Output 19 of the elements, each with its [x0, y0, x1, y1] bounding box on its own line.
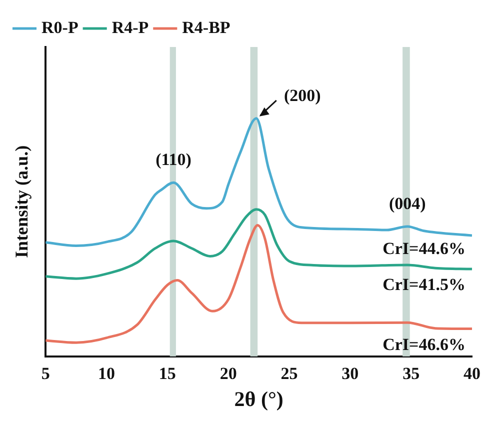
legend-label: R4-P	[112, 18, 149, 37]
x-tick-label: 15	[158, 364, 176, 383]
x-tick-label: 20	[220, 364, 237, 383]
x-tick-label: 30	[342, 364, 359, 383]
annotation: CrI=46.6%	[382, 334, 466, 354]
annotation: (004)	[389, 194, 426, 213]
x-tick-label: 10	[98, 364, 116, 383]
x-tick-label: 5	[41, 364, 50, 383]
annotation: (200)	[284, 86, 321, 105]
x-axis-title: 2θ (°)	[234, 386, 284, 411]
annotation: CrI=41.5%	[382, 274, 466, 294]
legend-label: R4-BP	[182, 18, 230, 37]
x-tick-label: 40	[464, 364, 480, 383]
annotation: CrI=44.6%	[382, 239, 466, 258]
x-tick-label: 25	[280, 364, 298, 383]
annotation: (110)	[156, 150, 192, 170]
legend-label: R0-P	[42, 18, 78, 37]
x-tick-label: 35	[402, 364, 420, 383]
y-axis-title: Intensity (a.u.)	[11, 145, 32, 258]
